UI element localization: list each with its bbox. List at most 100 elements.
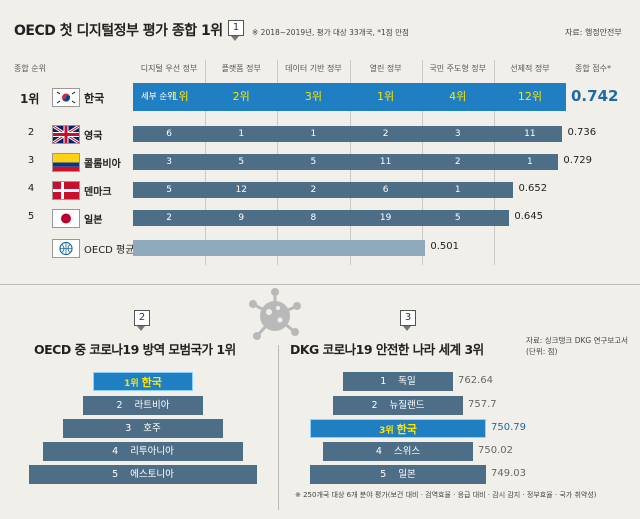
virus-icon (249, 288, 301, 340)
pyramid-country: 일본 (398, 469, 416, 480)
rank-cell: 5 (238, 157, 245, 167)
row-score: 0.736 (567, 127, 597, 138)
col-header-2: 플랫폼 정부 (221, 64, 261, 73)
pyramid-country: 한국 (396, 423, 417, 436)
score-bar (133, 83, 566, 111)
detail-rank-label: 세부 순위 (141, 92, 175, 102)
colombia-flag-icon (52, 153, 80, 172)
pyramid-row: 4 스위스 (323, 442, 473, 461)
pyramid-row: 1 독일 (343, 372, 453, 391)
pyramid-row: 5 일본 (310, 465, 486, 484)
oecd-logo-icon (52, 239, 80, 258)
rank-cell: 4위 (449, 90, 467, 103)
rank-cell: 11 (524, 129, 536, 139)
col-header-5: 국민 주도형 정부 (429, 64, 487, 73)
pyramid-country: 호주 (143, 423, 161, 434)
col-header-4: 열린 정부 (369, 64, 402, 73)
rank-cell: 6 (166, 129, 172, 139)
section3-footnote: ※ 250개국 대상 6개 분야 평가(보건 대비 · 검역효율 · 응급 대비… (295, 491, 597, 499)
section1-source: 자료: 행정안전부 (565, 28, 622, 37)
rank-cell: 3 (454, 129, 461, 139)
rank-cell: 2 (310, 185, 317, 195)
marker-2-arrow-icon (137, 326, 145, 331)
japan-flag-icon (52, 209, 80, 228)
rank-cell: 15 (524, 185, 536, 195)
rank-cell: 5 (166, 185, 172, 195)
pyramid-value: 757.7 (468, 399, 497, 410)
score-bar (133, 126, 563, 142)
row-score: 0.729 (563, 155, 593, 166)
rank-cell: 12 (235, 185, 247, 195)
pyramid-country: 뉴질랜드 (389, 400, 425, 411)
row-rank: 4 (27, 183, 35, 194)
score-bar (133, 210, 510, 226)
horizontal-divider (0, 284, 640, 285)
rank-cell: 5 (454, 213, 461, 223)
pyramid-rank: 5 (380, 469, 387, 480)
pyramid-rank: 1 (380, 376, 387, 387)
marker-2: 2 (134, 310, 150, 326)
row-country: 영국 (84, 131, 103, 142)
section1-note: ※ 2018~2019년, 평가 대상 33개국, *1점 만점 (252, 28, 409, 37)
pyramid-value: 749.03 (491, 468, 526, 479)
pyramid-rank: 3 (125, 423, 132, 434)
rank-cell: 3 (166, 157, 172, 167)
row-rank: 3 (27, 155, 35, 166)
marker-1: 1 (228, 20, 244, 36)
pyramid-rank: 4 (375, 446, 382, 457)
pyramid-rank: 1위 (124, 379, 139, 389)
marker-3: 3 (400, 310, 416, 326)
rank-cell: 1 (454, 185, 461, 195)
pyramid-rank: 2 (116, 400, 123, 411)
section3-title: DKG 코로나19 안전한 나라 세계 3위 (290, 342, 484, 357)
denmark-flag-icon (52, 181, 80, 200)
pyramid-row: 2 뉴질랜드 (333, 396, 463, 415)
marker-1-arrow-icon (231, 36, 239, 41)
rank-cell: 2위 (232, 90, 250, 103)
rank-cell: 9 (238, 213, 245, 223)
row-score: 0.742 (571, 87, 619, 105)
row-country: 덴마크 (84, 187, 112, 198)
pyramid-row: 5 에스토니아 (29, 465, 257, 484)
pyramid-country: 라트비아 (134, 400, 170, 411)
pyramid-country: 에스토니아 (130, 469, 174, 480)
pyramid-country: 독일 (398, 376, 416, 387)
pyramid-row: 3 호주 (63, 419, 223, 438)
section2-title: OECD 중 코로나19 방역 모범국가 1위 (34, 342, 236, 357)
section3-unit: (단위: 점) (526, 347, 558, 356)
section3-source: 자료: 싱크탱크 DKG 연구보고서 (526, 336, 629, 345)
pyramid-row: 4 리투아니아 (43, 442, 243, 461)
pyramid-value: 750.79 (491, 422, 526, 433)
rank-cell: 6 (382, 185, 389, 195)
rank-cell: 8 (310, 213, 317, 223)
rank-cell: 11 (379, 157, 392, 167)
pyramid-country: 스위스 (393, 446, 421, 457)
rank-cell: 2 (454, 157, 461, 167)
row-score: 0.652 (518, 183, 548, 194)
row-country: OECD 평균 (84, 245, 135, 256)
score-bar (133, 154, 559, 170)
marker-3-arrow-icon (403, 326, 411, 331)
row-rank: 1위 (20, 92, 40, 106)
rank-cell: 2 (382, 129, 389, 139)
uk-flag-icon (52, 125, 80, 144)
pyramid-row: 3위 한국 (310, 419, 486, 438)
row-country: 일본 (84, 215, 103, 226)
row-score: 0.501 (430, 241, 459, 252)
rank-cell: 1 (527, 157, 533, 167)
col-header-rank: 종합 순위 (14, 64, 46, 73)
section1-title: OECD 첫 디지털정부 평가 종합 1위 (14, 23, 223, 39)
rank-cell: 1위 (171, 90, 189, 103)
row-rank: 5 (27, 211, 35, 222)
row-score: 0.645 (514, 211, 544, 222)
pyramid-country: 한국 (141, 376, 162, 389)
rank-cell: 1 (238, 129, 245, 139)
col-header-1: 디지털 우선 정부 (140, 64, 198, 73)
pyramid-row: 1위 한국 (93, 372, 193, 391)
pyramid-rank: 4 (112, 446, 119, 457)
pyramid-country: 리투아니아 (130, 446, 174, 457)
pyramid-value: 762.64 (458, 375, 493, 386)
rank-cell: 12위 (517, 90, 542, 103)
row-country: 콜롬비아 (84, 159, 121, 170)
score-bar (133, 182, 514, 198)
